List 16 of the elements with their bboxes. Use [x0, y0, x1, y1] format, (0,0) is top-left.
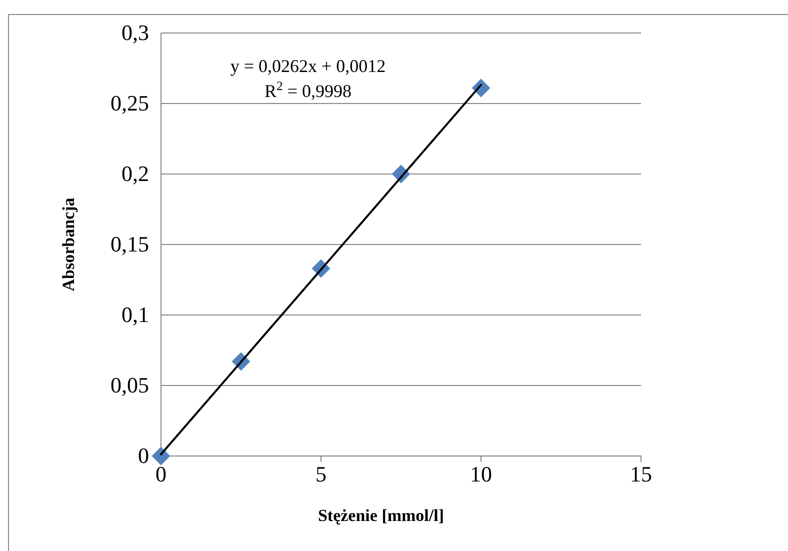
- point: [152, 446, 170, 466]
- annotation: R$^{2}$ = 0,9998: [264, 79, 352, 101]
- x-axis-title: Stężenie [mmol/l]: [318, 506, 444, 525]
- y-tick-label: 0,15: [110, 232, 149, 257]
- annotation: y = 0,0262x + 0,0012: [230, 56, 386, 76]
- y-tick-label: 0,3: [122, 20, 149, 46]
- x-tick-label: 15: [630, 462, 652, 486]
- y-tick-label: 0,25: [110, 90, 149, 116]
- x-tick-label: 10: [470, 462, 492, 486]
- y-tick-label: 0,05: [110, 372, 149, 398]
- y-tick-label: 0,2: [122, 161, 149, 186]
- x-tick-label: 0: [156, 462, 166, 486]
- y-tick-label: 0,1: [122, 302, 149, 328]
- y-tick-label: 0: [138, 443, 149, 468]
- x-tick-label: 5: [316, 462, 326, 486]
- y-axis-title: Absorbancja: [59, 197, 78, 292]
